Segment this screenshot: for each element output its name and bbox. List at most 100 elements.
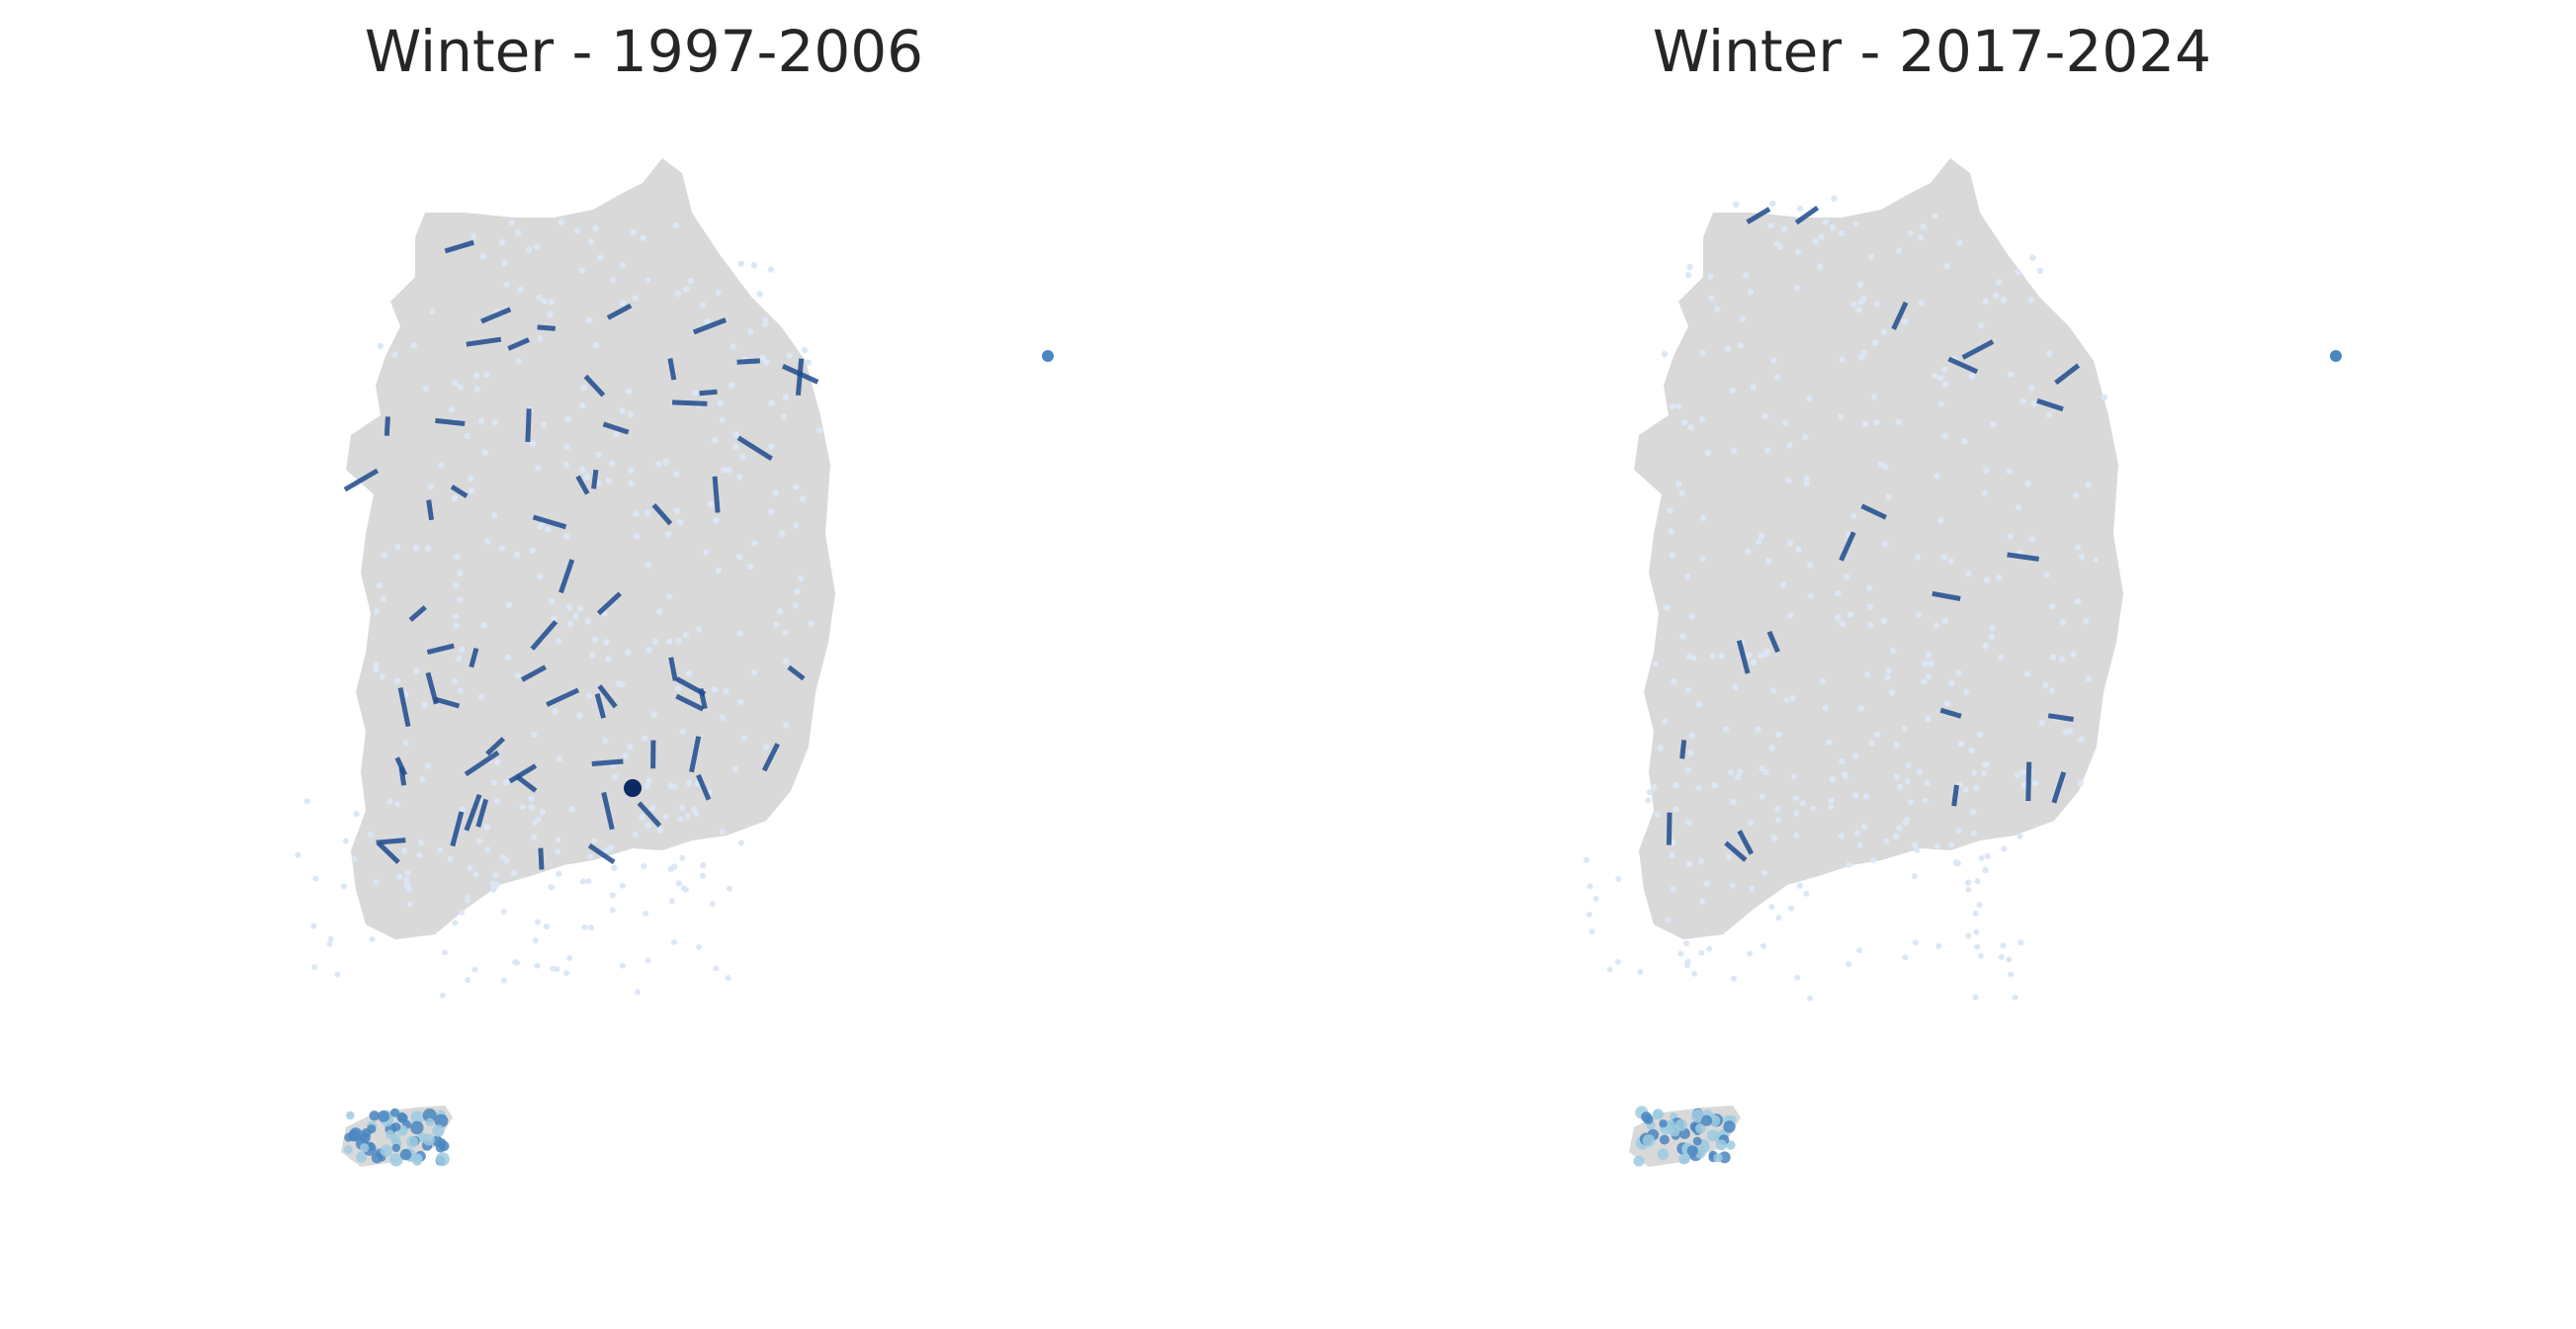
link-segment <box>2051 771 2067 804</box>
station-point <box>1857 299 1864 306</box>
station-point <box>394 544 401 551</box>
station-point <box>1917 234 1925 241</box>
station-point <box>595 451 602 459</box>
station-point <box>592 341 600 349</box>
station-point <box>312 875 319 882</box>
station-point <box>579 878 587 885</box>
station-point <box>481 449 489 456</box>
station-point <box>528 804 535 811</box>
station-point <box>613 431 620 438</box>
station-point <box>640 234 646 241</box>
station-point <box>2018 939 2024 946</box>
station-point <box>626 388 633 395</box>
station-point <box>1895 418 1902 425</box>
station-point <box>1646 789 1653 796</box>
station-point <box>1681 418 1688 426</box>
station-point <box>373 879 380 886</box>
station-point <box>1907 229 1914 237</box>
station-point <box>664 530 672 538</box>
station-point <box>1810 805 1817 812</box>
station-point <box>1866 584 1873 591</box>
station-point <box>1665 1119 1675 1130</box>
station-point <box>1764 558 1772 565</box>
station-point <box>1902 954 1909 961</box>
station-point <box>1884 674 1891 681</box>
station-point <box>1586 911 1592 918</box>
station-point <box>1916 611 1923 618</box>
station-point <box>395 873 403 880</box>
station-point <box>480 622 487 629</box>
station-point <box>578 402 586 409</box>
station-point <box>719 416 727 423</box>
link-segment <box>1860 503 1887 520</box>
station-point <box>1764 648 1771 655</box>
station-point <box>672 222 680 228</box>
station-point <box>1846 961 1852 968</box>
station-point <box>778 530 786 538</box>
station-point <box>586 316 593 324</box>
link-segment <box>1961 339 1995 360</box>
station-point <box>1722 726 1730 733</box>
station-point <box>1974 943 1981 950</box>
station-point <box>1932 372 1938 380</box>
station-point <box>2028 385 2035 392</box>
link-segment <box>464 750 500 777</box>
station-point <box>448 406 456 413</box>
station-point <box>422 1133 435 1146</box>
station-point <box>563 443 570 451</box>
station-point <box>780 413 788 420</box>
station-point <box>583 474 591 481</box>
station-point <box>675 637 682 645</box>
station-point <box>1706 945 1713 952</box>
station-point <box>534 962 541 969</box>
station-point <box>609 276 616 284</box>
station-point <box>1935 942 1942 949</box>
station-point <box>693 810 700 817</box>
station-point <box>1920 223 1927 230</box>
station-point <box>1846 611 1853 618</box>
station-point <box>539 809 546 816</box>
station-point <box>2029 254 2036 261</box>
station-point <box>514 672 521 679</box>
station-point <box>464 897 471 904</box>
station-point <box>1914 846 1921 853</box>
station-point <box>1731 975 1737 982</box>
station-point <box>1984 852 1991 859</box>
link-segment <box>712 476 721 513</box>
station-point <box>1849 512 1857 519</box>
station-point <box>547 310 554 317</box>
land-layer <box>341 158 835 1167</box>
station-point <box>483 824 490 831</box>
station-point <box>687 277 694 285</box>
station-point <box>459 806 466 814</box>
station-point <box>477 417 485 425</box>
station-point <box>1762 769 1769 776</box>
station-point <box>632 831 639 839</box>
station-point <box>684 813 691 820</box>
station-point <box>1863 793 1870 800</box>
station-point <box>512 958 519 965</box>
link-segment <box>2036 398 2064 412</box>
link-segment <box>675 676 707 697</box>
station-point <box>666 638 673 646</box>
station-point <box>609 907 616 914</box>
station-point <box>1763 447 1771 454</box>
station-point <box>619 407 626 414</box>
station-point <box>490 511 498 519</box>
station-point <box>391 351 398 358</box>
station-point <box>2078 736 2085 743</box>
station-point <box>732 431 739 438</box>
station-point <box>737 260 744 267</box>
station-point <box>1850 301 1857 309</box>
station-point <box>1737 342 1745 349</box>
station-point <box>535 464 542 472</box>
station-point <box>1896 783 1904 790</box>
station-point <box>389 1153 403 1167</box>
station-point <box>2023 670 2031 677</box>
station-point <box>2042 681 2049 688</box>
station-point <box>471 232 477 240</box>
station-point <box>1684 766 1691 773</box>
station-point <box>699 302 707 309</box>
station-point <box>628 480 635 487</box>
station-point <box>1704 449 1711 457</box>
